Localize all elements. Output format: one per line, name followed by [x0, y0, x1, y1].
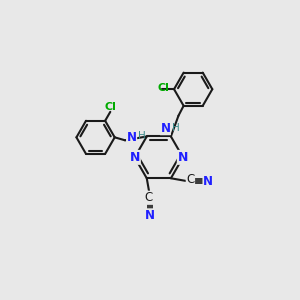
Text: N: N: [127, 130, 136, 144]
Text: Cl: Cl: [158, 83, 170, 93]
Text: C: C: [186, 173, 194, 186]
Text: N: N: [178, 151, 188, 164]
Text: C: C: [145, 191, 153, 204]
Text: N: N: [145, 209, 154, 222]
Text: H: H: [172, 123, 180, 133]
Text: H: H: [138, 131, 146, 141]
Text: Cl: Cl: [104, 102, 116, 112]
Text: N: N: [130, 151, 140, 164]
Text: N: N: [203, 175, 213, 188]
Text: N: N: [160, 122, 170, 135]
